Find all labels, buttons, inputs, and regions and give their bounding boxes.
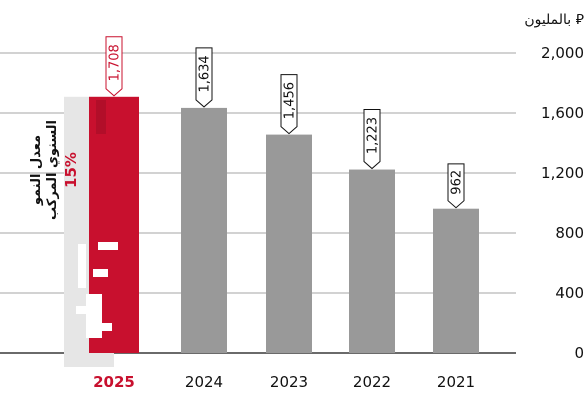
logo-stroke bbox=[93, 269, 108, 277]
bar-shade bbox=[96, 100, 106, 134]
cagr-title-line1: معدل النمو bbox=[29, 135, 44, 206]
cagr-value: 15% bbox=[62, 152, 80, 188]
logo-stroke bbox=[90, 323, 112, 331]
y-tick-label: 400 bbox=[555, 284, 584, 302]
data-label-box bbox=[105, 36, 123, 97]
data-label: 1,708 bbox=[108, 44, 123, 81]
y-tick-label: 2,000 bbox=[541, 44, 584, 62]
data-label: 962 bbox=[450, 170, 465, 195]
bar-2021 bbox=[433, 208, 479, 353]
logo-stroke bbox=[76, 306, 98, 314]
category-label: 2023 bbox=[270, 373, 308, 391]
data-label: 1,456 bbox=[283, 82, 298, 119]
brand-logo bbox=[76, 100, 118, 338]
category-label: 2022 bbox=[353, 373, 391, 391]
logo-stroke bbox=[86, 294, 102, 338]
category-label: 2021 bbox=[437, 373, 475, 391]
unit-label: بالمليون ⃁ bbox=[524, 12, 584, 28]
data-label-box bbox=[280, 74, 298, 135]
category-labels: 2025 2024 2023 2022 2021 bbox=[93, 373, 475, 391]
bar-2024 bbox=[181, 107, 227, 354]
data-label: 1,223 bbox=[366, 117, 381, 154]
data-label-box bbox=[447, 163, 465, 209]
y-tick-label: 0 bbox=[574, 344, 584, 362]
category-label: 2024 bbox=[185, 373, 223, 391]
y-axis: 0 400 800 1,200 1,600 2,000 bbox=[541, 44, 584, 362]
data-label: 1,634 bbox=[198, 55, 213, 92]
logo-stroke bbox=[78, 244, 86, 288]
y-tick-label: 1,200 bbox=[541, 164, 584, 182]
logo-stroke bbox=[98, 242, 118, 250]
data-labels: 1,708 1,634 1,456 1,223 962 bbox=[105, 36, 465, 209]
y-tick-label: 1,600 bbox=[541, 104, 584, 122]
y-tick-label: 800 bbox=[555, 224, 584, 242]
data-label-box bbox=[363, 109, 381, 170]
category-label: 2025 bbox=[93, 373, 135, 391]
bars bbox=[64, 96, 479, 368]
cagr-annotation: معدل النمو السنوي المركب 15% bbox=[29, 120, 80, 220]
bar-2022 bbox=[349, 169, 395, 353]
bar-2023 bbox=[266, 134, 312, 353]
data-label-box bbox=[195, 47, 213, 108]
cagr-title-line2: السنوي المركب bbox=[45, 120, 60, 220]
